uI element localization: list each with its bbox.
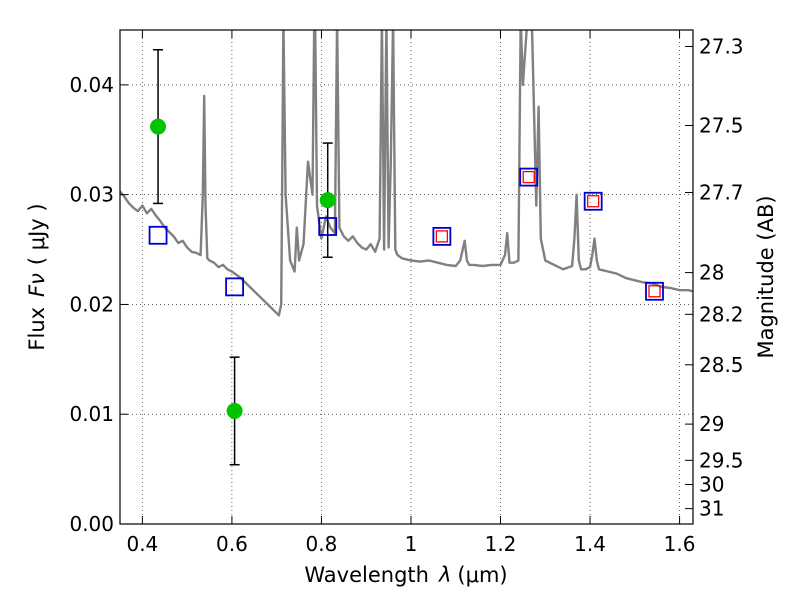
y-tick-label: 0.02 (69, 292, 114, 316)
right-tick-label: 28.2 (699, 302, 744, 326)
data-point-circle (150, 118, 167, 135)
right-axis-label: Magnitude (AB) (754, 195, 778, 358)
y-tick-label: 0.04 (69, 73, 114, 97)
model-point-red-square (435, 230, 449, 243)
right-tick-label: 28 (699, 261, 724, 285)
model-point-blue-square (645, 281, 664, 301)
model-point-red-square (648, 285, 661, 298)
data-point-circle (319, 192, 336, 209)
right-tick-label: 29.5 (699, 448, 744, 472)
model-point-blue-square (432, 226, 452, 246)
grid (120, 30, 693, 525)
model-point-red-square (587, 195, 600, 208)
right-tick-label: 27.5 (699, 114, 744, 138)
plot-frame (119, 29, 694, 525)
x-tick-label: 0.6 (216, 532, 248, 556)
right-tick-label: 27.7 (699, 180, 744, 204)
x-tick-label: 1.2 (485, 532, 517, 556)
model-point-blue-square (318, 217, 338, 236)
model-point-blue-square (148, 225, 168, 245)
x-tick-label: 1.4 (574, 532, 606, 556)
y-tick-label: 0.01 (69, 402, 114, 426)
y-tick-label: 0.03 (69, 183, 114, 207)
x-tick-label: 0.8 (306, 532, 338, 556)
x-tick-label: 1 (405, 532, 418, 556)
plot-area (120, 30, 693, 466)
y-tick-label: 0.00 (69, 512, 114, 536)
axes-ticks: 0.4 0.6 0.8 1 1.2 1.4 1.6 0.00 0.01 0.02 0.03 0.04 2… (69, 30, 744, 556)
spectrum-line (120, 30, 693, 317)
model-point-blue-square (519, 167, 539, 187)
model-point-red-square (522, 170, 535, 184)
right-tick-label: 31 (699, 497, 724, 521)
model-point-blue-square (583, 191, 603, 211)
x-tick-label: 0.4 (126, 532, 158, 556)
x-axis-label: Wavelength λ (μm) (304, 563, 507, 587)
right-tick-label: 27.3 (699, 34, 744, 58)
y-axis-label: FluxFν( μJy ) (25, 203, 49, 350)
right-tick-label: 29 (699, 412, 724, 436)
x-tick-label: 1.6 (664, 532, 696, 556)
right-tick-label: 28.5 (699, 353, 744, 377)
right-tick-label: 30 (699, 472, 724, 496)
data-point-circle (226, 402, 243, 419)
model-point-blue-square (225, 277, 245, 297)
